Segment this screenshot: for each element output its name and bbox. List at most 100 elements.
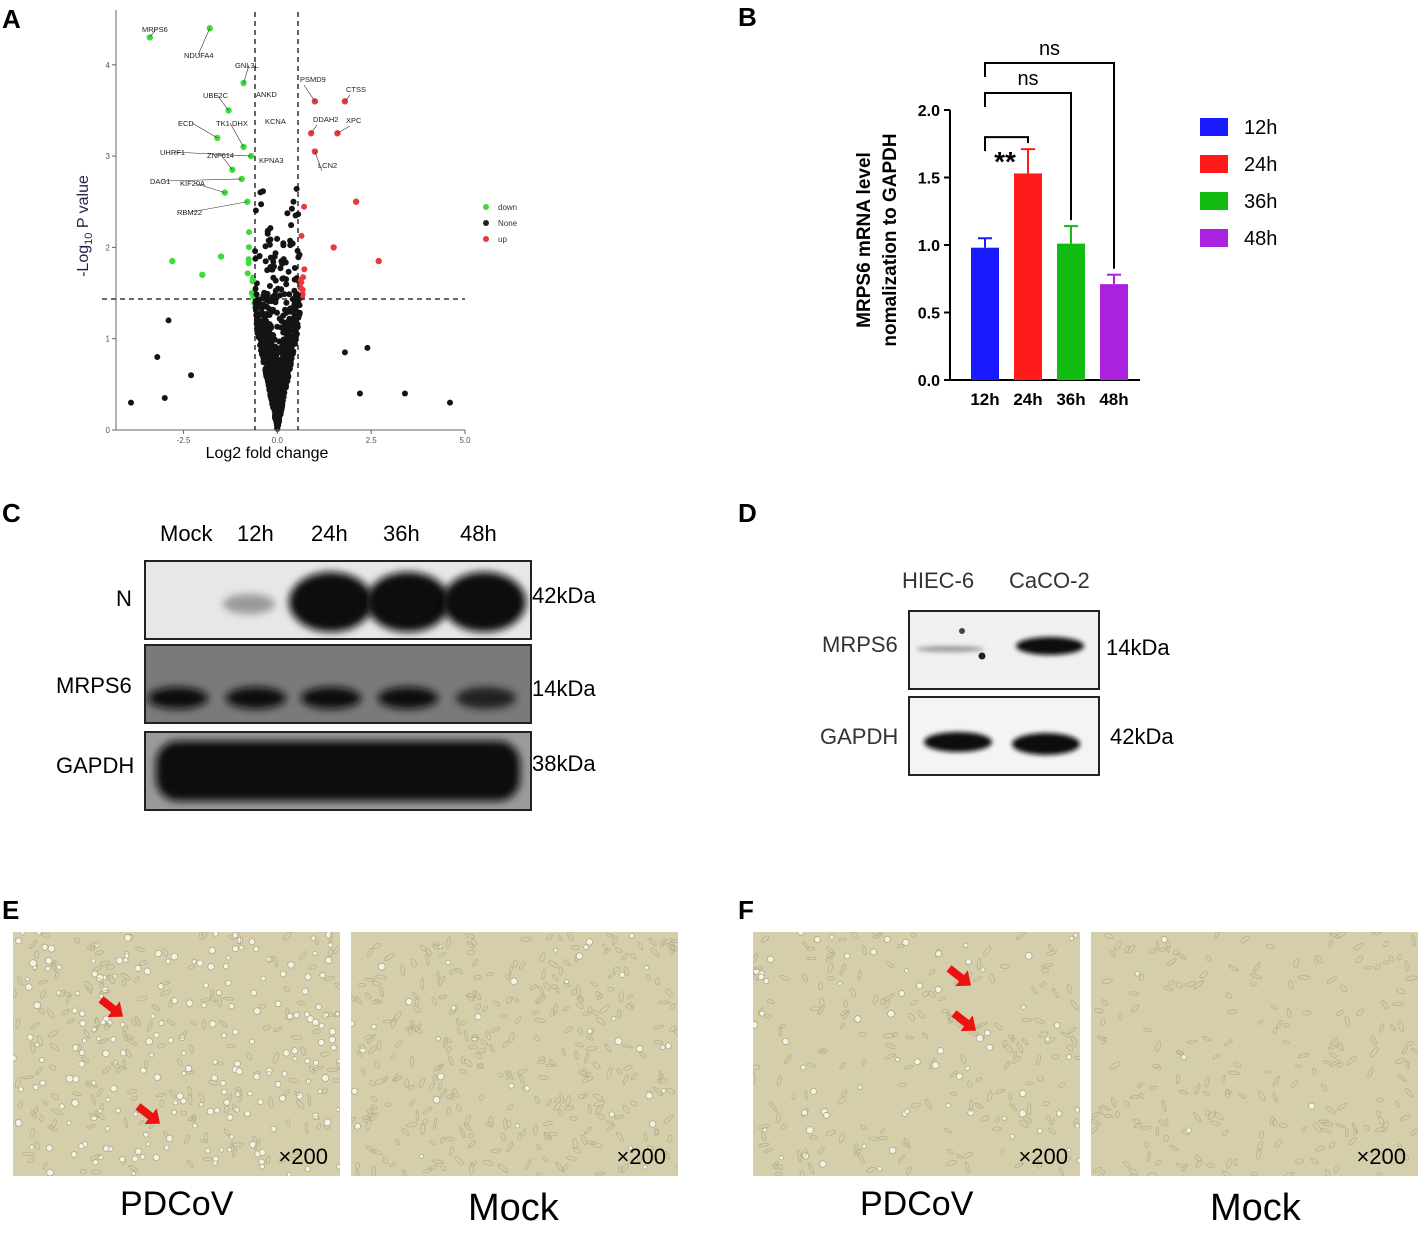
rounded-cell — [354, 1122, 361, 1130]
volcano-dot-up — [311, 148, 319, 155]
adherent-cell — [606, 1123, 615, 1131]
blot-row-label: MRPS6 — [56, 673, 132, 698]
adherent-cell — [364, 992, 372, 999]
volcano-dot-up — [352, 198, 360, 205]
volcano-dot — [264, 267, 271, 274]
adherent-cell — [191, 1114, 196, 1123]
adherent-cell — [135, 946, 145, 952]
adherent-cell — [166, 1019, 176, 1026]
adherent-cell — [1328, 1141, 1336, 1149]
adherent-cell — [1353, 943, 1364, 951]
adherent-cell — [456, 1018, 460, 1027]
adherent-cell — [146, 1020, 153, 1032]
adherent-cell — [467, 1133, 475, 1139]
adherent-cell — [1335, 932, 1346, 939]
rounded-cell — [206, 1107, 215, 1116]
adherent-cell — [1297, 1053, 1310, 1058]
adherent-cell — [670, 1003, 676, 1010]
adherent-cell — [200, 1139, 209, 1143]
gene-leader — [229, 122, 244, 148]
adherent-cell — [449, 1146, 454, 1156]
adherent-cell — [1383, 940, 1390, 947]
bar — [971, 247, 999, 380]
adherent-cell — [162, 948, 169, 957]
adherent-cell — [307, 1094, 312, 1107]
gene-label: GNL3L — [235, 61, 259, 70]
adherent-cell — [983, 945, 992, 957]
adherent-cell — [428, 1164, 438, 1170]
adherent-cell — [1276, 1020, 1283, 1029]
adherent-cell — [904, 1064, 914, 1070]
volcano-dot — [287, 237, 294, 244]
rounded-cell — [253, 945, 260, 953]
adherent-cell — [381, 1076, 389, 1082]
rounded-cell — [232, 945, 239, 953]
adherent-cell — [1167, 979, 1175, 987]
rounded-cell — [92, 1159, 99, 1166]
adherent-cell — [91, 1169, 102, 1175]
adherent-cell — [567, 932, 574, 942]
rounded-cell — [328, 1028, 337, 1036]
adherent-cell — [277, 1156, 289, 1164]
adherent-cell — [906, 1166, 912, 1175]
rounded-cell — [178, 1034, 186, 1041]
adherent-cell — [597, 1113, 605, 1120]
adherent-cell — [585, 1140, 597, 1145]
adherent-cell — [838, 937, 847, 942]
adherent-cell — [853, 1148, 862, 1157]
rounded-cell — [39, 1079, 46, 1087]
rounded-cell — [964, 1065, 970, 1071]
adherent-cell — [1402, 1152, 1410, 1161]
adherent-cell — [1411, 1048, 1418, 1054]
volcano-dot — [277, 265, 284, 272]
adherent-cell — [95, 1110, 105, 1120]
adherent-cell — [372, 980, 381, 987]
adherent-cell — [1132, 1118, 1141, 1124]
rounded-cell — [132, 1111, 139, 1117]
rounded-cell — [844, 953, 851, 960]
adherent-cell — [543, 982, 551, 991]
rounded-cell — [955, 1072, 963, 1080]
panel-label-c: C — [2, 498, 21, 528]
adherent-cell — [1129, 991, 1140, 996]
rounded-cell — [1076, 1157, 1080, 1164]
adherent-cell — [826, 951, 834, 959]
adherent-cell — [13, 988, 17, 998]
rounded-cell — [235, 1067, 243, 1075]
rounded-cell — [1308, 1102, 1316, 1110]
adherent-cell — [438, 1064, 443, 1072]
rounded-cell — [145, 1141, 151, 1147]
adherent-cell — [1097, 1035, 1107, 1042]
adherent-cell — [469, 1162, 474, 1175]
adherent-cell — [1315, 954, 1323, 964]
rounded-cell — [585, 938, 594, 946]
adherent-cell — [806, 1062, 816, 1068]
adherent-cell — [1133, 1122, 1142, 1129]
rounded-cell — [304, 973, 312, 981]
adherent-cell — [99, 960, 111, 966]
adherent-cell — [753, 966, 764, 970]
rounded-cell — [315, 1003, 322, 1011]
adherent-cell — [654, 977, 660, 986]
rounded-cell — [857, 1084, 863, 1090]
adherent-cell — [30, 1041, 35, 1054]
volcano-dot — [268, 395, 275, 402]
adherent-cell — [1138, 973, 1144, 982]
adherent-cell — [1109, 1061, 1121, 1070]
adherent-cell — [1278, 1122, 1288, 1128]
adherent-cell — [351, 994, 356, 1003]
adherent-cell — [428, 1140, 437, 1146]
rounded-cell — [266, 1070, 272, 1076]
rounded-cell — [235, 936, 243, 944]
adherent-cell — [1272, 1092, 1278, 1103]
adherent-cell — [753, 1064, 761, 1071]
adherent-cell — [885, 1043, 897, 1050]
adherent-cell — [645, 974, 651, 982]
volcano-dot — [290, 198, 297, 205]
red-arrow-shape — [98, 996, 124, 1018]
adherent-cell — [806, 946, 816, 951]
adherent-cell — [470, 1036, 480, 1041]
adherent-cell — [1007, 1034, 1015, 1040]
adherent-cell — [446, 936, 452, 949]
volcano-dot — [298, 232, 305, 239]
